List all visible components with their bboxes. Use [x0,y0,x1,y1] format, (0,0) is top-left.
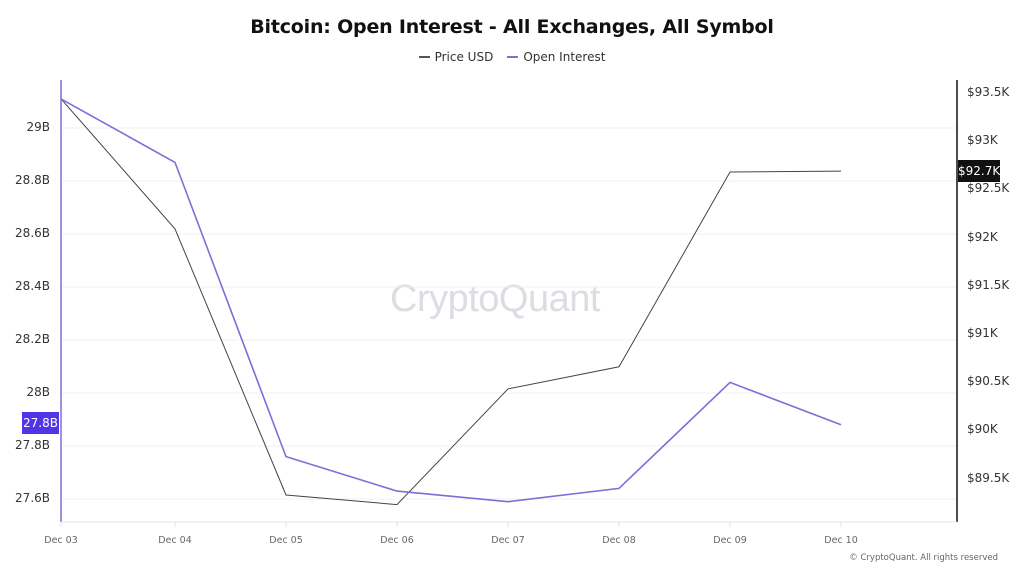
watermark: CryptoQuant [390,278,600,320]
legend-swatch-open-interest [507,56,519,58]
x-axis-tick-label: Dec 04 [158,535,192,546]
open-interest-current-badge: 27.8B [22,412,59,434]
price-current-badge: $92.7K [958,160,1000,182]
legend-item-open-interest[interactable]: Open Interest [507,50,605,64]
chart-title: Bitcoin: Open Interest - All Exchanges, … [250,16,774,38]
chart-legend: Price USD Open Interest [0,50,1024,64]
right-axis-tick-label: $92.5K [967,181,1010,196]
right-axis-tick-label: $90K [967,422,998,437]
left-axis-tick-label: 28.2B [15,332,50,346]
legend-label-open-interest: Open Interest [523,50,606,64]
left-axis-tick-label: 27.8B [15,438,50,452]
left-axis-tick-label: 28B [26,385,50,399]
left-axis-tick-label: 29B [26,120,50,134]
x-axis-tick-label: Dec 03 [44,535,78,546]
x-axis-tick-label: Dec 09 [713,535,747,546]
x-axis-tick-label: Dec 06 [380,535,414,546]
right-axis-tick-label: $91K [967,326,998,340]
x-axis-tick-label: Dec 05 [269,535,303,546]
x-axis-ticks [60,522,842,527]
x-axis-tick-label: Dec 08 [602,535,636,546]
copyright-footer: © CryptoQuant. All rights reserved [849,553,998,563]
right-axis-tick-label: $93.5K [967,85,1010,99]
left-axis-tick-label: 28.6B [15,226,50,240]
right-axis-tick-label: $90.5K [967,374,1010,389]
right-axis-tick-label: $92K [967,229,998,244]
left-axis-tick-label: 28.4B [15,279,50,293]
right-axis-tick-label: $93K [967,133,998,148]
left-axis-tick-label: 27.6B [15,491,50,505]
right-axis-tick-label: $89.5K [967,470,1010,485]
x-axis-tick-label: Dec 10 [824,535,858,546]
right-axis-tick-label: $91.5K [967,277,1010,292]
legend-label-price: Price USD [434,50,494,64]
legend-swatch-price [418,56,430,58]
price-usd-line[interactable] [60,98,842,506]
x-axis-tick-label: Dec 07 [491,535,525,546]
left-axis-tick-label: 28.8B [15,173,50,187]
open-interest-line[interactable] [60,98,842,503]
gridlines [62,127,956,500]
legend-item-price[interactable]: Price USD [418,50,494,64]
